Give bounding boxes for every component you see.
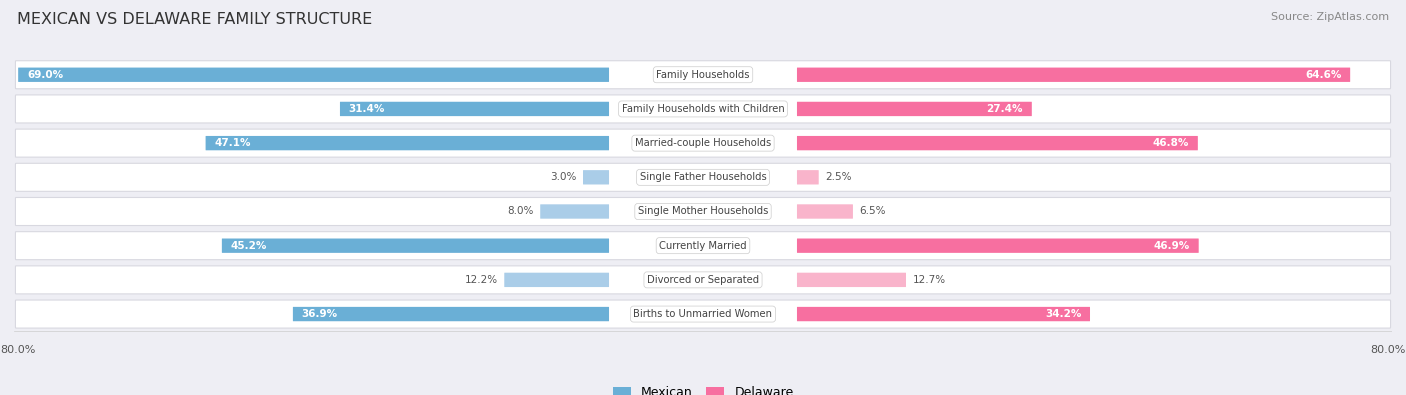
FancyBboxPatch shape [292,307,609,321]
Text: 46.9%: 46.9% [1154,241,1189,251]
FancyBboxPatch shape [15,300,1391,328]
FancyBboxPatch shape [797,273,905,287]
Text: Divorced or Separated: Divorced or Separated [647,275,759,285]
FancyBboxPatch shape [583,170,609,184]
Text: Source: ZipAtlas.com: Source: ZipAtlas.com [1271,12,1389,22]
Text: 69.0%: 69.0% [27,70,63,80]
Text: 6.5%: 6.5% [859,207,886,216]
Text: 12.7%: 12.7% [912,275,946,285]
FancyBboxPatch shape [15,266,1391,294]
Text: Single Mother Households: Single Mother Households [638,207,768,216]
Text: 46.8%: 46.8% [1153,138,1189,148]
FancyBboxPatch shape [15,232,1391,260]
Text: 3.0%: 3.0% [550,172,576,182]
FancyBboxPatch shape [18,68,609,82]
FancyBboxPatch shape [222,239,609,253]
FancyBboxPatch shape [797,136,1198,150]
FancyBboxPatch shape [540,204,609,219]
Text: 36.9%: 36.9% [302,309,337,319]
Text: Family Households with Children: Family Households with Children [621,104,785,114]
Text: Family Households: Family Households [657,70,749,80]
Text: 27.4%: 27.4% [987,104,1024,114]
FancyBboxPatch shape [15,129,1391,157]
FancyBboxPatch shape [797,102,1032,116]
Text: 8.0%: 8.0% [508,207,533,216]
FancyBboxPatch shape [205,136,609,150]
FancyBboxPatch shape [505,273,609,287]
Text: 2.5%: 2.5% [825,172,852,182]
Text: 47.1%: 47.1% [214,138,250,148]
FancyBboxPatch shape [797,239,1199,253]
Text: 34.2%: 34.2% [1045,309,1081,319]
FancyBboxPatch shape [15,95,1391,123]
Text: Births to Unmarried Women: Births to Unmarried Women [634,309,772,319]
FancyBboxPatch shape [797,68,1350,82]
FancyBboxPatch shape [340,102,609,116]
FancyBboxPatch shape [15,61,1391,89]
Text: MEXICAN VS DELAWARE FAMILY STRUCTURE: MEXICAN VS DELAWARE FAMILY STRUCTURE [17,12,373,27]
Text: 64.6%: 64.6% [1305,70,1341,80]
Legend: Mexican, Delaware: Mexican, Delaware [607,381,799,395]
FancyBboxPatch shape [797,170,818,184]
Text: Married-couple Households: Married-couple Households [636,138,770,148]
FancyBboxPatch shape [797,307,1090,321]
FancyBboxPatch shape [797,204,853,219]
Text: Single Father Households: Single Father Households [640,172,766,182]
FancyBboxPatch shape [15,163,1391,191]
Text: Currently Married: Currently Married [659,241,747,251]
Text: 12.2%: 12.2% [464,275,498,285]
Text: 45.2%: 45.2% [231,241,267,251]
FancyBboxPatch shape [15,198,1391,226]
Text: 31.4%: 31.4% [349,104,385,114]
